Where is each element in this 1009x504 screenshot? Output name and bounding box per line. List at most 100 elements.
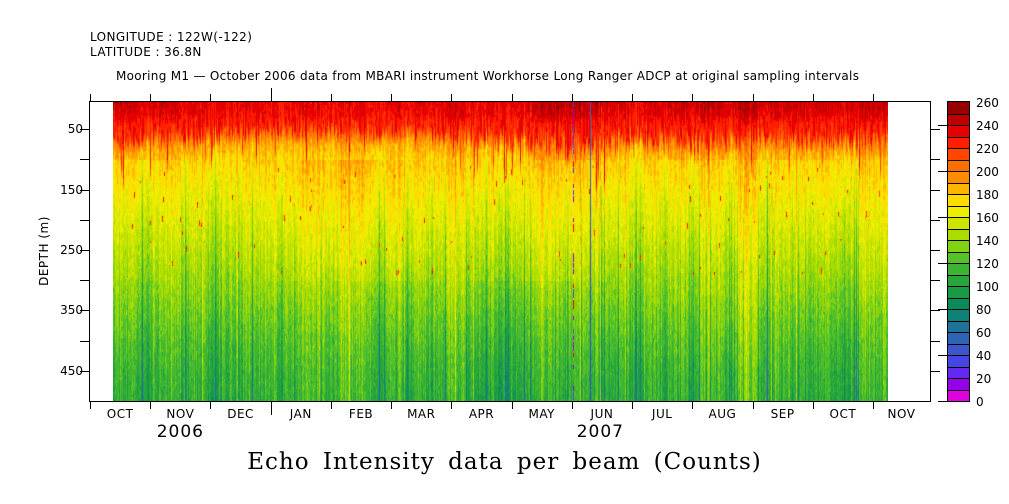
x-axis-month-label: JUN [590,407,614,421]
colorbar-cell [948,217,969,229]
x-axis-month-label: AUG [708,407,737,421]
colorbar-cell [948,286,969,298]
x-axis-month-label: NOV [166,407,195,421]
x-axis-tick [210,94,212,101]
colorbar-cell [948,183,969,194]
y-axis-tick-label: 450 [60,363,83,378]
colorbar [947,101,970,402]
colorbar-tick-label: 260 [976,96,999,110]
colorbar-tick [938,125,947,126]
colorbar-tick [938,309,947,310]
x-axis-tick [451,94,453,101]
x-axis-tick [150,94,152,101]
colorbar-cell [948,355,969,367]
colorbar-tick-label: 140 [976,234,999,248]
y-axis-tick [80,129,89,131]
colorbar-cell [948,206,969,217]
x-axis-year-label: 2007 [576,422,624,442]
y-axis-tick [931,219,940,221]
colorbar-tick-label: 100 [976,280,999,294]
y-axis-tick [80,159,89,161]
colorbar-cell [948,102,969,114]
x-axis-tick [330,402,332,409]
x-axis-month-label: MAR [407,407,436,421]
colorbar-cell [948,148,969,160]
y-axis-tick [931,159,940,161]
y-axis-tick-label: 250 [60,242,83,257]
colorbar-cell [948,344,969,355]
heatmap-canvas [113,102,888,401]
colorbar-cell [948,137,969,148]
colorbar-tick [938,263,947,264]
colorbar-tick-label: 80 [976,303,992,317]
x-axis-tick [511,94,513,101]
colorbar-tick-label: 60 [976,326,992,340]
colorbar-tick-label: 20 [976,372,992,386]
colorbar-cell [948,332,969,344]
colorbar-tick-label: 160 [976,211,999,225]
caption: Echo Intensity data per beam (Counts) [247,449,762,475]
x-axis-year-label: 2006 [156,422,204,442]
x-axis-month-label: MAY [528,407,555,421]
x-axis-month-label: DEC [227,407,254,421]
x-axis-tick [90,94,91,101]
x-axis-month-label: SEP [770,407,795,421]
colorbar-cell [948,275,969,286]
x-axis-month-label: APR [468,407,495,421]
x-axis-tick [632,402,634,409]
colorbar-cell [948,263,969,275]
x-axis-tick [210,402,212,409]
colorbar-cell [948,240,969,252]
y-axis-tick [931,280,940,282]
colorbar-cell [948,309,969,321]
x-axis-tick [270,88,272,101]
x-axis-tick [873,94,874,101]
colorbar-tick-label: 180 [976,188,999,202]
colorbar-cell [948,171,969,183]
colorbar-cell [948,367,969,378]
colorbar-cell [948,378,969,390]
x-axis-tick [692,94,694,101]
colorbar-cell [948,125,969,137]
y-axis-tick [80,280,89,282]
header-latitude: LATITUDE : 36.8N [90,45,202,59]
x-axis-tick [571,94,573,101]
y-axis-tick [80,310,89,312]
x-axis-tick [150,402,152,409]
colorbar-cell [948,298,969,309]
plot-title: Mooring M1 — October 2006 data from MBAR… [116,69,860,83]
colorbar-cell [948,114,969,125]
colorbar-tick [938,355,947,356]
x-axis-month-label: JUL [651,407,673,421]
x-axis-tick [692,402,694,409]
header-longitude: LONGITUDE : 122W(-122) [90,30,253,44]
colorbar-cell [948,390,969,401]
x-axis-month-label: OCT [106,407,134,421]
x-axis-month-label: NOV [887,407,916,421]
colorbar-cell [948,252,969,263]
x-axis-tick [391,402,393,409]
y-axis-tick [80,219,89,221]
y-axis-tick [80,249,89,251]
colorbar-cell [948,194,969,206]
colorbar-tick-label: 200 [976,165,999,179]
colorbar-tick [938,171,947,172]
colorbar-tick-label: 240 [976,119,999,133]
x-axis-tick [752,94,754,101]
colorbar-tick-label: 220 [976,142,999,156]
x-axis-tick [391,94,393,101]
y-axis-tick [931,249,940,251]
x-axis-month-label: JAN [289,407,312,421]
x-axis-tick [90,402,91,409]
x-axis-tick [571,402,573,409]
x-axis-tick [812,402,814,409]
y-axis-tick-label: 350 [60,303,83,318]
x-axis-tick [330,94,332,101]
colorbar-cell [948,229,969,240]
x-axis-month-label: OCT [829,407,857,421]
y-axis-tick [80,370,89,372]
x-axis-tick [812,94,814,101]
x-axis-tick [752,402,754,409]
colorbar-tick [938,217,947,218]
